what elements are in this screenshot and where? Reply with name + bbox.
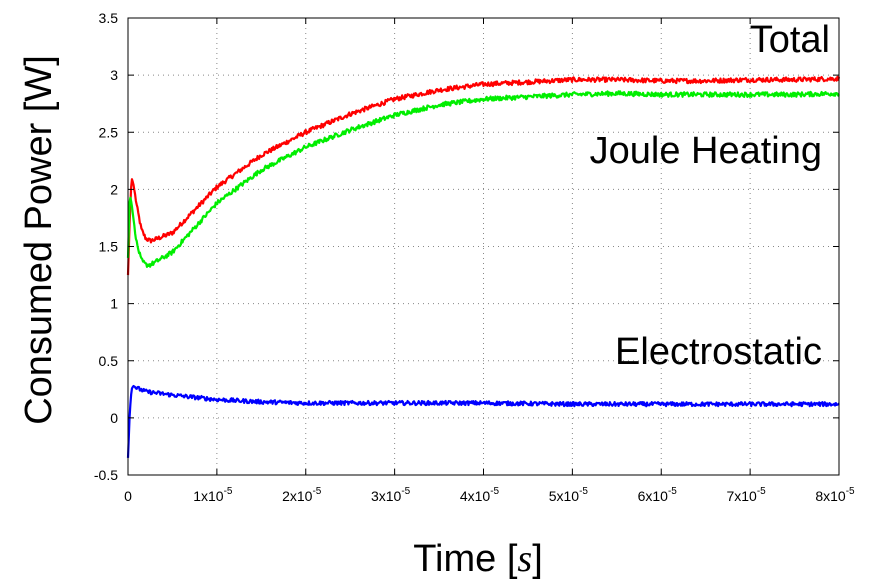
x-tick-label-base: 1x10 <box>193 488 224 504</box>
x-tick-label-base: 7x10 <box>726 488 757 504</box>
y-axis-label-unit: [W] <box>18 55 60 112</box>
y-tick-label: 2.5 <box>99 124 119 140</box>
x-tick-label: 7x10-5 <box>726 486 766 504</box>
series-layer <box>126 75 841 458</box>
x-tick-label-base: 8x10 <box>815 488 846 504</box>
y-tick-label: 1 <box>110 296 118 312</box>
annotation-joule-heating: Joule Heating <box>590 130 822 172</box>
x-axis-label: Time [s] <box>413 538 543 580</box>
y-tick-label: 3.5 <box>99 10 119 26</box>
x-axis-label-bracket-close: ] <box>532 538 543 580</box>
y-tick-label: 1.5 <box>99 239 119 255</box>
y-tick-label: 0 <box>110 410 118 426</box>
x-tick-label-exponent: -5 <box>224 486 233 497</box>
x-tick-label-exponent: -5 <box>668 486 677 497</box>
x-tick-label-exponent: -5 <box>579 486 588 497</box>
x-tick-label: 4x10-5 <box>460 486 500 504</box>
y-tick-label: 2 <box>110 181 118 197</box>
x-tick-label-exponent: -5 <box>312 486 321 497</box>
x-tick-label-base: 5x10 <box>549 488 580 504</box>
annotation-electrostatic: Electrostatic <box>615 331 822 373</box>
y-axis-label-text: Consumed Power <box>18 112 60 425</box>
series-line-electrostatic <box>126 384 840 458</box>
series-line-joule-heating <box>126 90 840 268</box>
x-tick-label-base: 6x10 <box>638 488 669 504</box>
x-tick-label: 5x10-5 <box>549 486 589 504</box>
x-tick-label: 6x10-5 <box>638 486 678 504</box>
x-axis-label-unit: s <box>517 538 532 580</box>
y-tick-label: -0.5 <box>94 467 118 483</box>
x-tick-label-base: 3x10 <box>371 488 402 504</box>
x-axis-label-bracket-open: [ <box>507 538 518 580</box>
x-tick-label: 3x10-5 <box>371 486 411 504</box>
x-tick-label: 1x10-5 <box>193 486 233 504</box>
y-tick-label: 3 <box>110 67 118 83</box>
y-tick-label: 0.5 <box>99 353 119 369</box>
x-tick-label-exponent: -5 <box>490 486 499 497</box>
x-axis-label-text: Time <box>413 538 507 580</box>
tick-layer: -0.500.511.522.533.50 1x10-5 2x10-5 3x10-5 4… <box>94 10 855 504</box>
x-tick-label-base: 2x10 <box>282 488 313 504</box>
x-tick-label-exponent: -5 <box>757 486 766 497</box>
x-tick-label: 0 <box>124 488 132 504</box>
series-line-total <box>126 75 841 276</box>
x-tick-label-exponent: -5 <box>846 486 855 497</box>
x-tick-label: 2x10-5 <box>282 486 322 504</box>
x-tick-label: 8x10-5 <box>815 486 855 504</box>
x-tick-label-exponent: -5 <box>401 486 410 497</box>
annotation-total: Total <box>750 19 830 61</box>
x-tick-label-base: 4x10 <box>460 488 491 504</box>
y-axis-label: Consumed Power [W] <box>18 55 60 425</box>
x-tick-label-base: 0 <box>124 488 132 504</box>
